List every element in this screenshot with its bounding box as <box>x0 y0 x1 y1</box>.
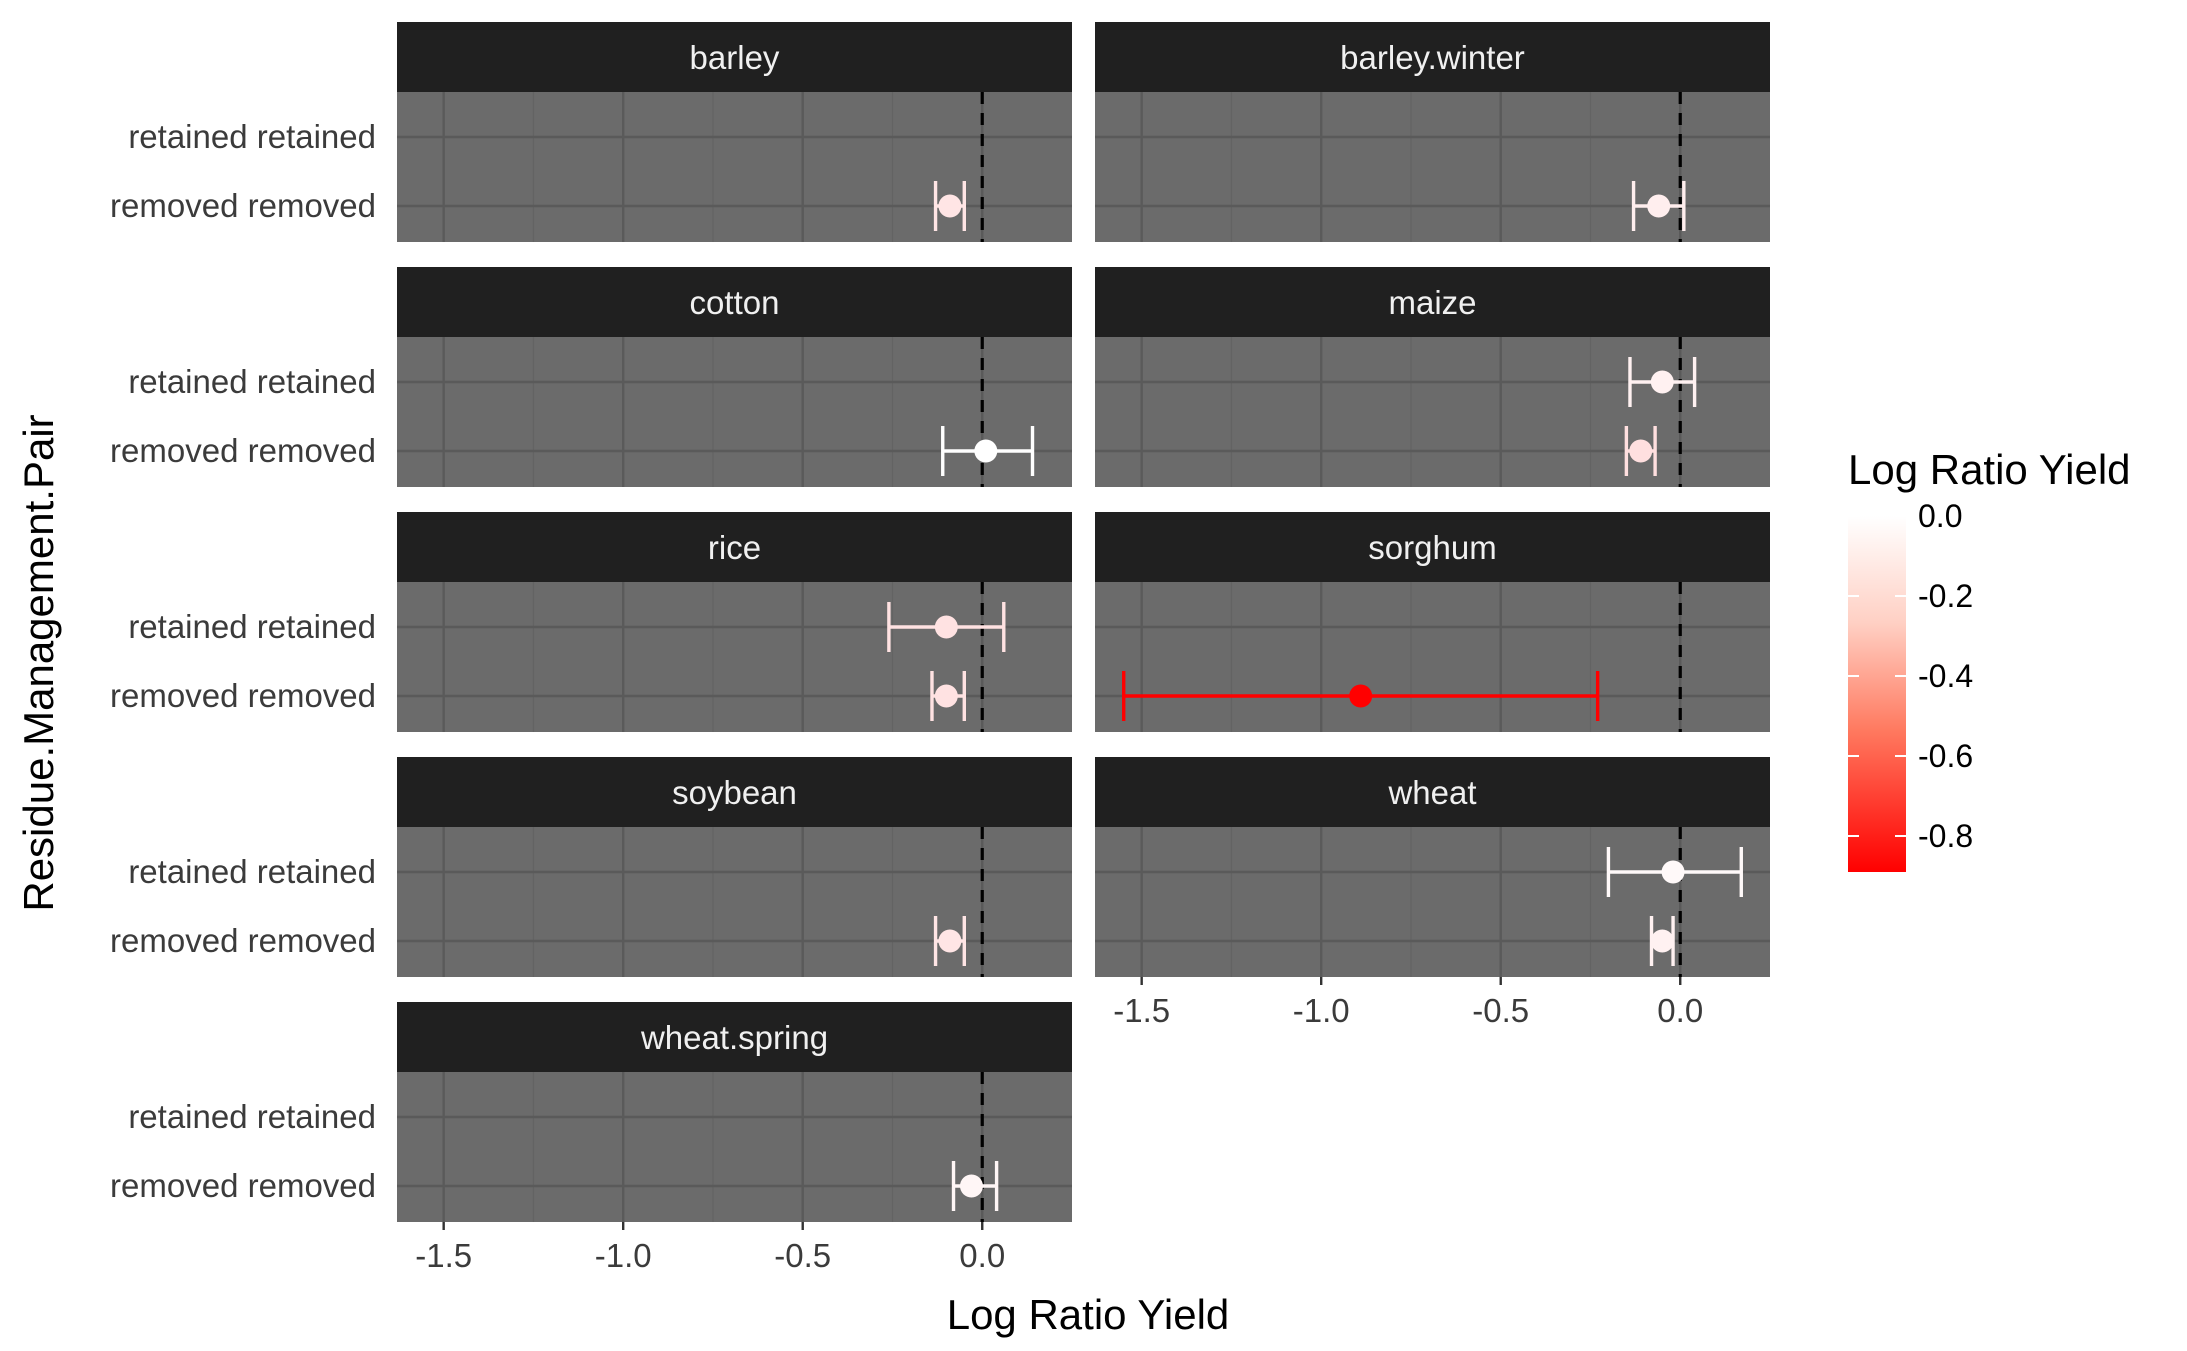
data-point <box>1629 439 1653 463</box>
legend-colorbar <box>1848 516 1906 872</box>
y-tick-label: removed removed <box>110 922 376 959</box>
legend-tick-label: -0.4 <box>1918 658 1973 694</box>
panel-background <box>397 1072 1072 1222</box>
facet-strip-label: barley.winter <box>1340 39 1525 76</box>
data-point <box>1661 860 1685 884</box>
y-tick-label: retained retained <box>128 1098 376 1135</box>
data-point <box>934 684 958 708</box>
data-point <box>959 1174 983 1198</box>
panel-background <box>397 827 1072 977</box>
x-tick-label: -1.0 <box>1293 992 1350 1029</box>
facet-strip <box>1095 512 1770 582</box>
facet-panel-barley-winter: barley.winter <box>1095 22 1770 242</box>
facet-strip <box>397 22 1072 92</box>
facet-panel-sorghum: sorghum <box>1095 512 1770 732</box>
y-tick-label: removed removed <box>110 677 376 714</box>
panel-background <box>397 92 1072 242</box>
facet-strip-label: maize <box>1388 284 1476 321</box>
y-tick-label: retained retained <box>128 853 376 890</box>
x-tick-label: -1.0 <box>595 1237 652 1274</box>
facet-strip-label: rice <box>708 529 761 566</box>
facet-strip <box>397 267 1072 337</box>
y-axis-title: Residue.Management.Pair <box>15 414 62 911</box>
legend: Log Ratio Yield 0.0 -0.2 -0.4 -0.6 -0.8 <box>1848 446 2131 872</box>
facet-strip <box>397 1002 1072 1072</box>
panel-background <box>1095 827 1770 977</box>
x-tick-label: 0.0 <box>1657 992 1703 1029</box>
data-point <box>1349 684 1373 708</box>
facet-panel-wheat: wheat <box>1095 757 1770 977</box>
legend-tick-label: 0.0 <box>1918 498 1962 534</box>
panel-background <box>397 337 1072 487</box>
facet-panel-cotton: cotton <box>397 267 1072 487</box>
facet-strip <box>1095 22 1770 92</box>
data-point <box>1647 194 1671 218</box>
facet-strip <box>1095 757 1770 827</box>
data-point <box>934 615 958 639</box>
x-tick-label: -1.5 <box>1113 992 1170 1029</box>
facet-strip-label: wheat.spring <box>640 1019 828 1056</box>
legend-ticks: 0.0 -0.2 -0.4 -0.6 -0.8 <box>1848 498 1973 854</box>
y-tick-label: retained retained <box>128 118 376 155</box>
y-tick-label: removed removed <box>110 187 376 224</box>
facet-panel-soybean: soybean <box>397 757 1072 977</box>
x-tick-label: 0.0 <box>959 1237 1005 1274</box>
facet-strip-label: sorghum <box>1368 529 1496 566</box>
data-point <box>938 194 962 218</box>
facet-strip <box>397 757 1072 827</box>
data-point <box>1650 929 1674 953</box>
legend-tick-label: -0.6 <box>1918 738 1973 774</box>
facet-strip-label: barley <box>690 39 780 76</box>
y-tick-label: removed removed <box>110 1167 376 1204</box>
data-point <box>974 439 998 463</box>
axes: retained retained removed removed retained… <box>110 118 1703 1274</box>
facet-strip-label: cotton <box>690 284 780 321</box>
facet-panel-wheat-spring: wheat.spring <box>397 1002 1072 1222</box>
facet-panel-barley: barley <box>397 22 1072 242</box>
x-axis-title: Log Ratio Yield <box>947 1291 1230 1338</box>
legend-title: Log Ratio Yield <box>1848 446 2131 493</box>
panel-background <box>1095 92 1770 242</box>
panel-background <box>397 582 1072 732</box>
x-tick-label: -0.5 <box>774 1237 831 1274</box>
legend-tick-label: -0.8 <box>1918 818 1973 854</box>
facet-strip <box>1095 267 1770 337</box>
facet-panel-maize: maize <box>1095 267 1770 487</box>
facet-strip-label: soybean <box>672 774 797 811</box>
legend-tick-label: -0.2 <box>1918 578 1973 614</box>
x-tick-label: -1.5 <box>415 1237 472 1274</box>
facet-panel-rice: rice <box>397 512 1072 732</box>
data-point <box>1650 370 1674 394</box>
panel-background <box>1095 337 1770 487</box>
facet-strip <box>397 512 1072 582</box>
y-tick-label: retained retained <box>128 608 376 645</box>
panel-background <box>1095 582 1770 732</box>
data-point <box>938 929 962 953</box>
facet-panels: barley barley.winter cotton maize rice sorghu… <box>397 22 1770 1222</box>
facet-strip-label: wheat <box>1387 774 1476 811</box>
y-tick-label: removed removed <box>110 432 376 469</box>
y-tick-label: retained retained <box>128 363 376 400</box>
x-tick-label: -0.5 <box>1472 992 1529 1029</box>
